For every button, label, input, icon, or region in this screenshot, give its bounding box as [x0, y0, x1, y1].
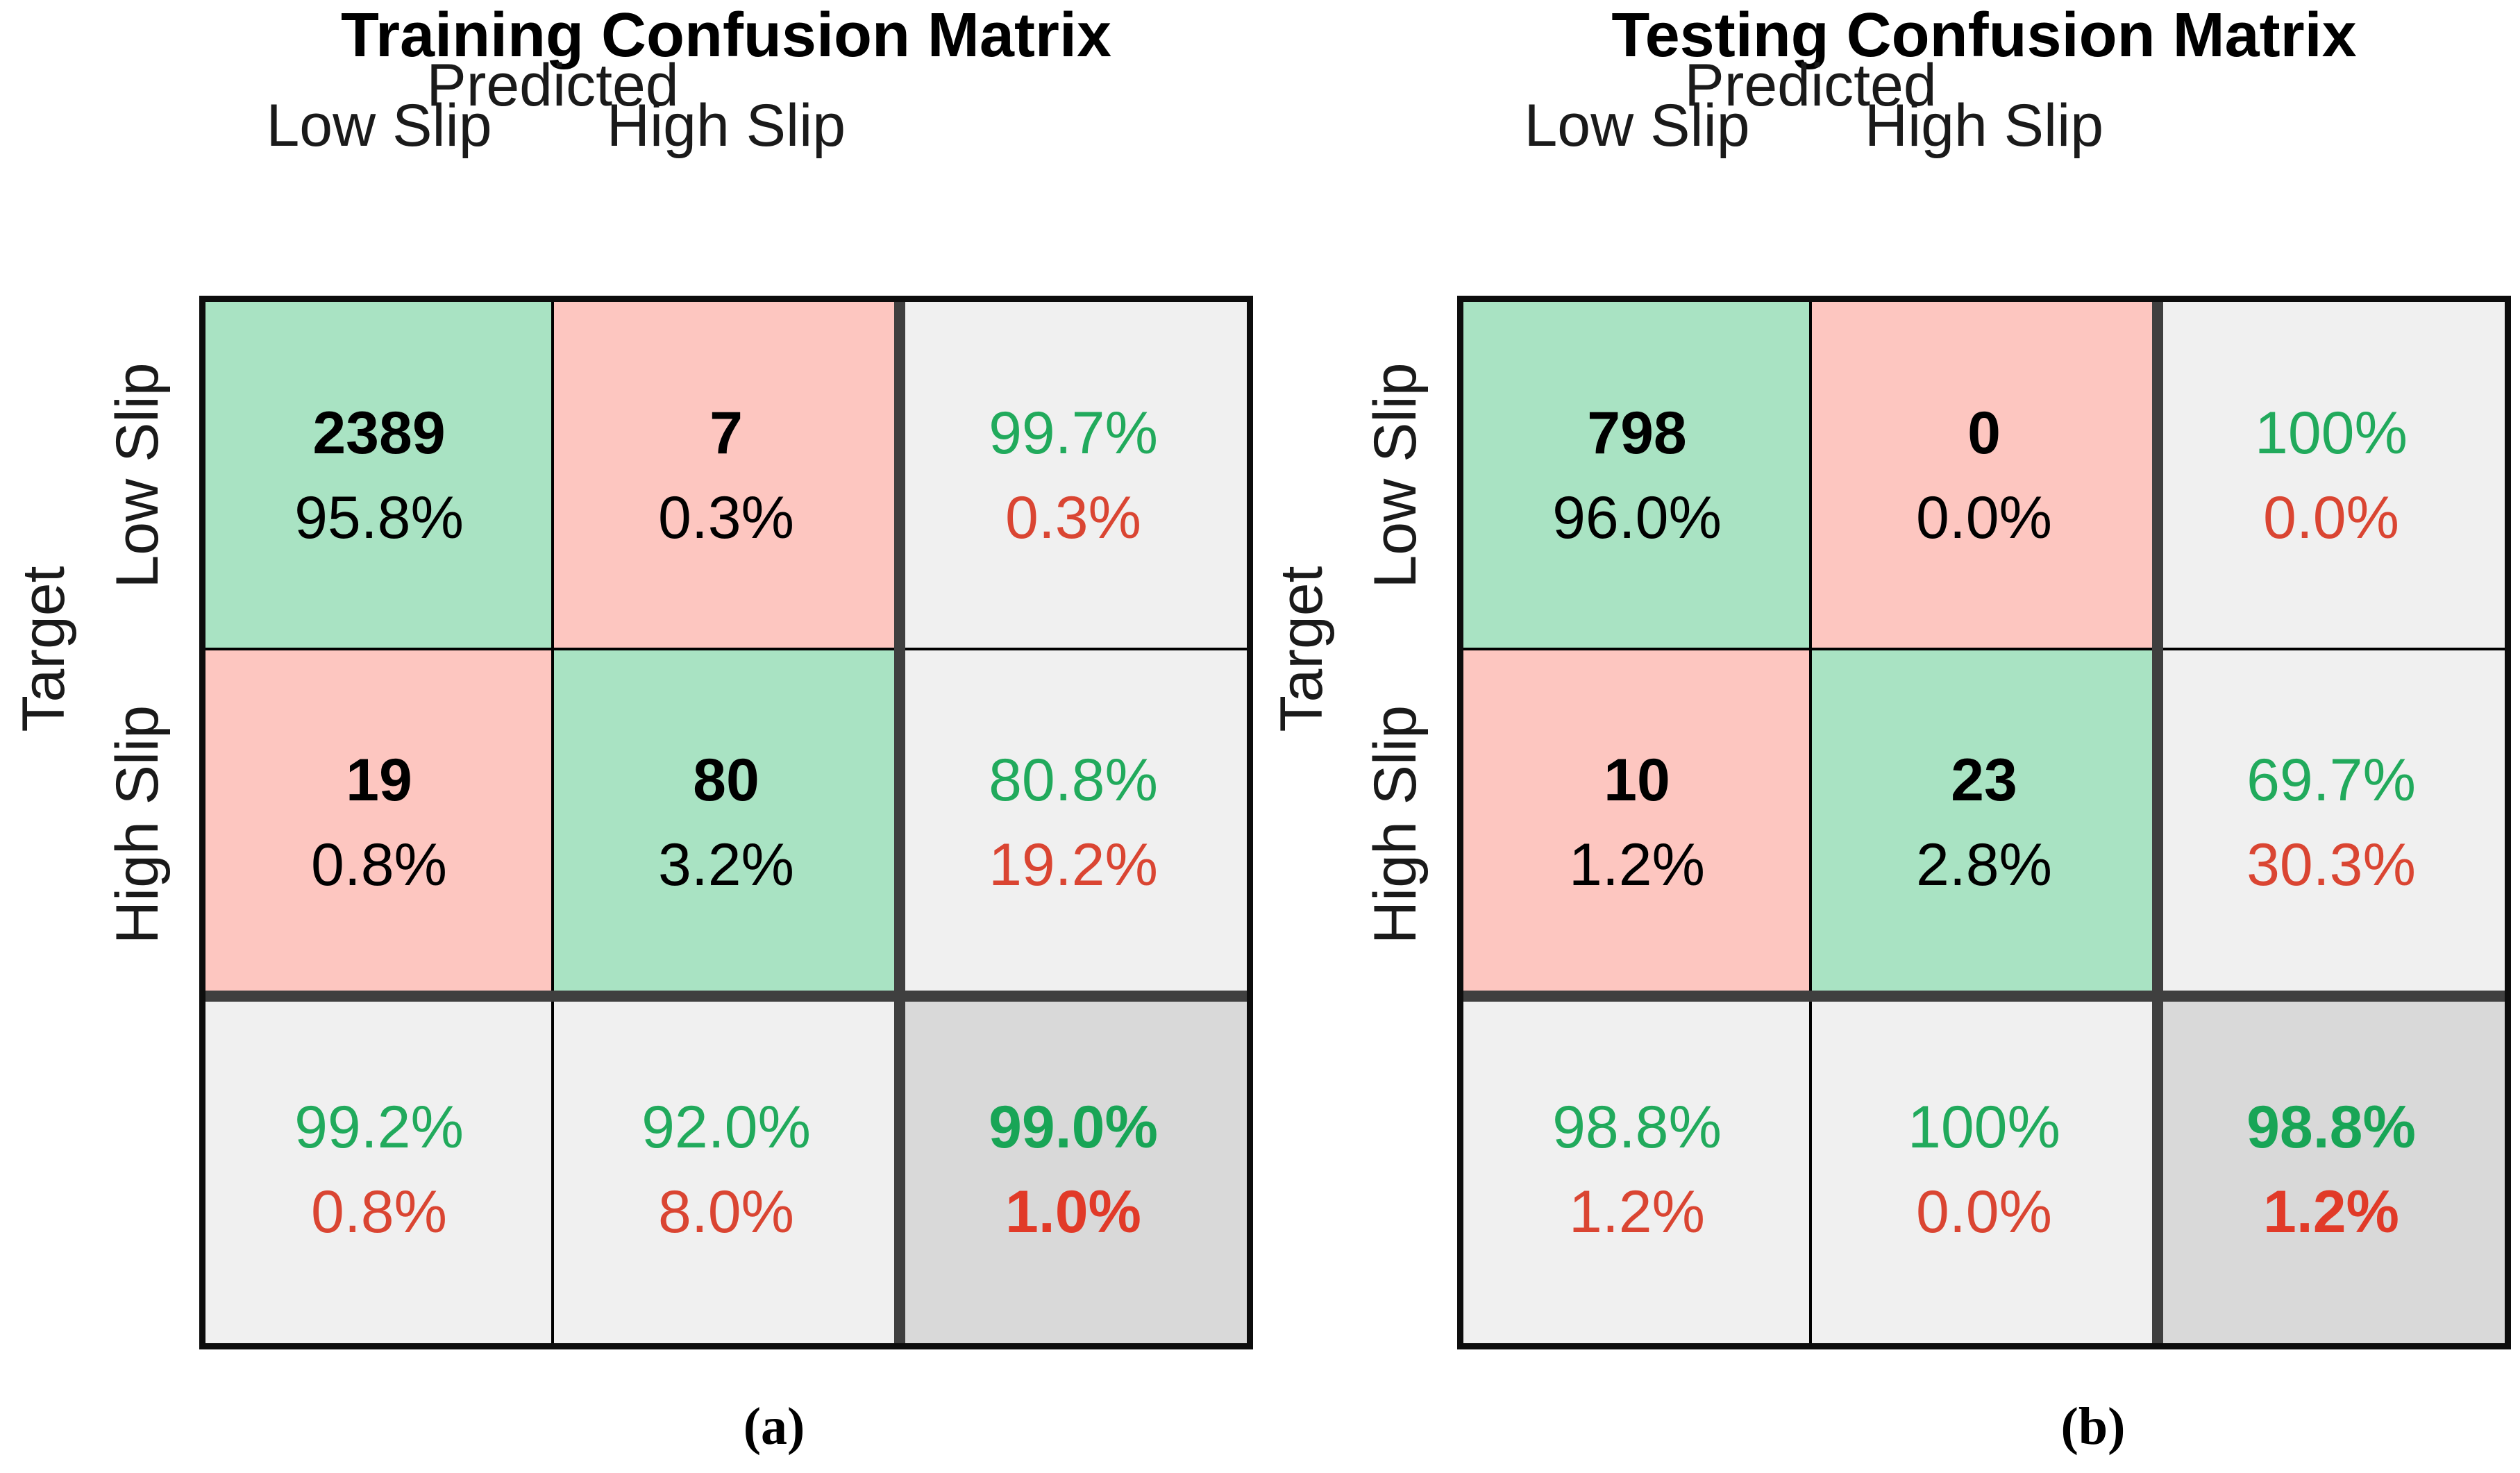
- testing-row-summary-high: 69.7% 30.3%: [2158, 649, 2505, 996]
- summary-correct-percent: 69.7%: [2246, 747, 2416, 814]
- subfigure-caption-a: (a): [743, 1397, 805, 1456]
- training-col-label-low-slip: Low Slip: [266, 92, 492, 159]
- testing-cell-true-low-pred-low: 798 96.0%: [1463, 302, 1811, 649]
- summary-incorrect-percent: 1.2%: [1568, 1179, 1706, 1245]
- cell-count: 2389: [312, 400, 446, 466]
- summary-incorrect-percent: 0.8%: [310, 1179, 448, 1245]
- training-cell-true-low-pred-high: 7 0.3%: [553, 302, 900, 649]
- testing-col-summary-high: 100% 0.0%: [1811, 996, 2158, 1343]
- cell-percent: 95.8%: [294, 485, 464, 551]
- training-row-summary-low: 99.7% 0.3%: [900, 302, 1247, 649]
- testing-cell-true-high-pred-high: 23 2.8%: [1811, 649, 2158, 996]
- summary-incorrect-percent: 0.0%: [2262, 485, 2400, 551]
- testing-row-label-low-slip: Low Slip: [1362, 362, 1429, 589]
- training-confusion-matrix: Training Confusion Matrix Predicted Low …: [10, 3, 1253, 1349]
- training-row-label-low-slip: Low Slip: [104, 362, 171, 589]
- testing-target-axis-label: Target: [1268, 566, 1335, 732]
- gridline-horizontal-thin: [205, 648, 1247, 650]
- training-predicted-axis-label: Predicted: [426, 52, 679, 119]
- training-col-summary-low: 99.2% 0.8%: [205, 996, 553, 1343]
- cell-count: 80: [693, 747, 759, 814]
- cell-count: 798: [1587, 400, 1687, 466]
- summary-incorrect-percent: 0.3%: [1005, 485, 1142, 551]
- cell-count: 7: [709, 400, 743, 466]
- training-col-summary-high: 92.0% 8.0%: [553, 996, 900, 1343]
- summary-incorrect-percent: 0.0%: [1915, 1179, 2053, 1245]
- summary-incorrect-percent: 30.3%: [2246, 832, 2416, 898]
- cell-percent: 0.3%: [657, 485, 795, 551]
- divider-horizontal-thick: [205, 991, 1247, 1002]
- summary-incorrect-percent: 8.0%: [657, 1179, 795, 1245]
- overall-correct-percent: 98.8%: [2246, 1094, 2416, 1161]
- training-cell-true-high-pred-low: 19 0.8%: [205, 649, 553, 996]
- testing-confusion-matrix: Testing Confusion Matrix Predicted Low S…: [1268, 3, 2511, 1349]
- overall-incorrect-percent: 1.0%: [1005, 1179, 1142, 1245]
- training-cell-true-low-pred-low: 2389 95.8%: [205, 302, 553, 649]
- cell-percent: 2.8%: [1915, 832, 2053, 898]
- testing-cell-true-low-pred-high: 0 0.0%: [1811, 302, 2158, 649]
- testing-predicted-axis-label: Predicted: [1684, 52, 1937, 119]
- cell-percent: 96.0%: [1552, 485, 1722, 551]
- training-cell-true-high-pred-high: 80 3.2%: [553, 649, 900, 996]
- testing-cell-true-high-pred-low: 10 1.2%: [1463, 649, 1811, 996]
- cell-count: 10: [1604, 747, 1670, 814]
- overall-incorrect-percent: 1.2%: [2262, 1179, 2400, 1245]
- training-matrix-title: Training Confusion Matrix: [340, 1, 1111, 70]
- overall-correct-percent: 99.0%: [989, 1094, 1158, 1161]
- subfigure-caption-b: (b): [2060, 1397, 2126, 1456]
- training-overall-accuracy: 99.0% 1.0%: [900, 996, 1247, 1343]
- summary-correct-percent: 100%: [1908, 1094, 2060, 1161]
- testing-col-summary-low: 98.8% 1.2%: [1463, 996, 1811, 1343]
- summary-correct-percent: 100%: [2255, 400, 2408, 466]
- gridline-vertical-thin: [1809, 302, 1812, 1343]
- training-row-summary-high: 80.8% 19.2%: [900, 649, 1247, 996]
- cell-count: 0: [1967, 400, 2001, 466]
- testing-row-summary-low: 100% 0.0%: [2158, 302, 2505, 649]
- testing-col-label-high-slip: High Slip: [1864, 92, 2104, 159]
- cell-count: 19: [346, 747, 412, 814]
- summary-correct-percent: 80.8%: [989, 747, 1158, 814]
- divider-horizontal-thick: [1463, 991, 2505, 1002]
- testing-matrix-title: Testing Confusion Matrix: [1611, 1, 2357, 70]
- gridline-vertical-thin: [551, 302, 554, 1343]
- summary-incorrect-percent: 19.2%: [989, 832, 1158, 898]
- training-matrix-grid: 2389 95.8% 7 0.3% 99.7% 0.3% 19 0.8% 80 …: [199, 296, 1253, 1349]
- testing-matrix-grid: 798 96.0% 0 0.0% 100% 0.0% 10 1.2% 23 2.…: [1457, 296, 2511, 1349]
- summary-correct-percent: 92.0%: [641, 1094, 811, 1161]
- cell-percent: 3.2%: [657, 832, 795, 898]
- testing-row-label-high-slip: High Slip: [1362, 705, 1429, 945]
- training-target-axis-label: Target: [10, 566, 77, 732]
- cell-count: 23: [1951, 747, 2017, 814]
- cell-percent: 1.2%: [1568, 832, 1706, 898]
- summary-correct-percent: 98.8%: [1552, 1094, 1722, 1161]
- divider-vertical-thick: [2152, 302, 2163, 1343]
- training-col-label-high-slip: High Slip: [606, 92, 846, 159]
- cell-percent: 0.0%: [1915, 485, 2053, 551]
- gridline-horizontal-thin: [1463, 648, 2505, 650]
- training-row-label-high-slip: High Slip: [104, 705, 171, 945]
- testing-overall-accuracy: 98.8% 1.2%: [2158, 996, 2505, 1343]
- testing-col-label-low-slip: Low Slip: [1524, 92, 1750, 159]
- divider-vertical-thick: [894, 302, 905, 1343]
- summary-correct-percent: 99.2%: [294, 1094, 464, 1161]
- cell-percent: 0.8%: [310, 832, 448, 898]
- summary-correct-percent: 99.7%: [989, 400, 1158, 466]
